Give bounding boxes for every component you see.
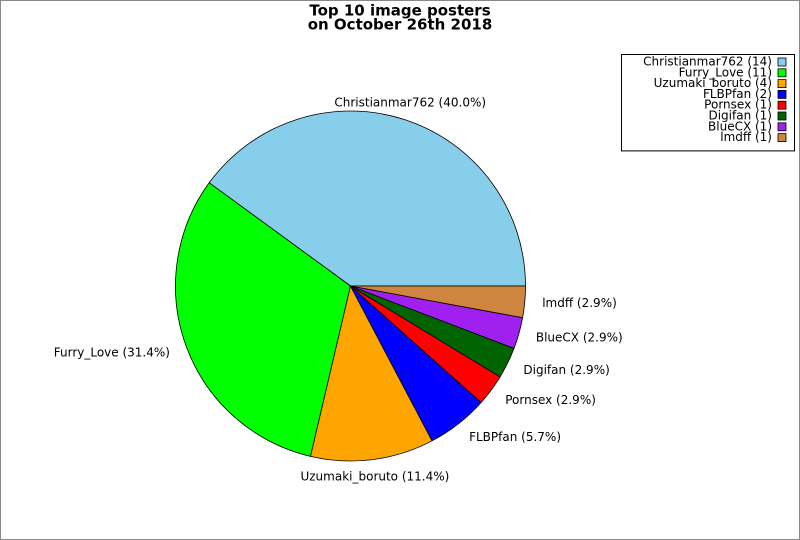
legend-swatch	[777, 79, 787, 88]
wedge-label: Pornsex (2.9%)	[505, 393, 596, 407]
pie-wedge	[350, 285, 526, 319]
wedge-label: Furry_Love (31.4%)	[54, 345, 170, 359]
legend-swatch	[777, 68, 787, 78]
chart-title: Top 10 image posters	[309, 2, 490, 20]
wedge-label: lmdff (2.9%)	[542, 296, 617, 310]
legend-swatch	[777, 100, 787, 110]
wedge-label: FLBPfan (5.7%)	[469, 430, 561, 444]
legend-label: BlueCX (1)	[708, 119, 772, 133]
wedge-label: Christianmar762 (40.0%)	[334, 95, 486, 109]
legend-box	[621, 54, 795, 152]
wedge-label: BlueCX (2.9%)	[536, 330, 623, 344]
legend-label: Digifan (1)	[708, 109, 772, 123]
wedge-label: Uzumaki_boruto (11.4%)	[300, 469, 449, 483]
legend-swatch	[777, 133, 787, 143]
legend-label: lmdff (1)	[720, 130, 772, 144]
legend-swatch	[777, 122, 787, 132]
legend-label: FLBPfan (2)	[703, 87, 772, 101]
legend-swatch	[777, 57, 787, 67]
legend-label: Christianmar762 (14)	[643, 55, 772, 69]
legend-label: Uzumaki_boruto (4)	[654, 76, 772, 90]
wedge-label: Digifan (2.9%)	[523, 363, 609, 377]
pie-wedge	[208, 110, 526, 287]
legend-label: Furry_Love (11)	[679, 65, 772, 79]
pie-wedge	[175, 182, 351, 457]
legend-swatch	[777, 90, 787, 99]
pie-wedge	[310, 284, 433, 462]
legend-label: Pornsex (1)	[704, 98, 772, 112]
chart-subtitle: on October 26th 2018	[308, 16, 493, 34]
legend-swatch	[777, 111, 787, 121]
